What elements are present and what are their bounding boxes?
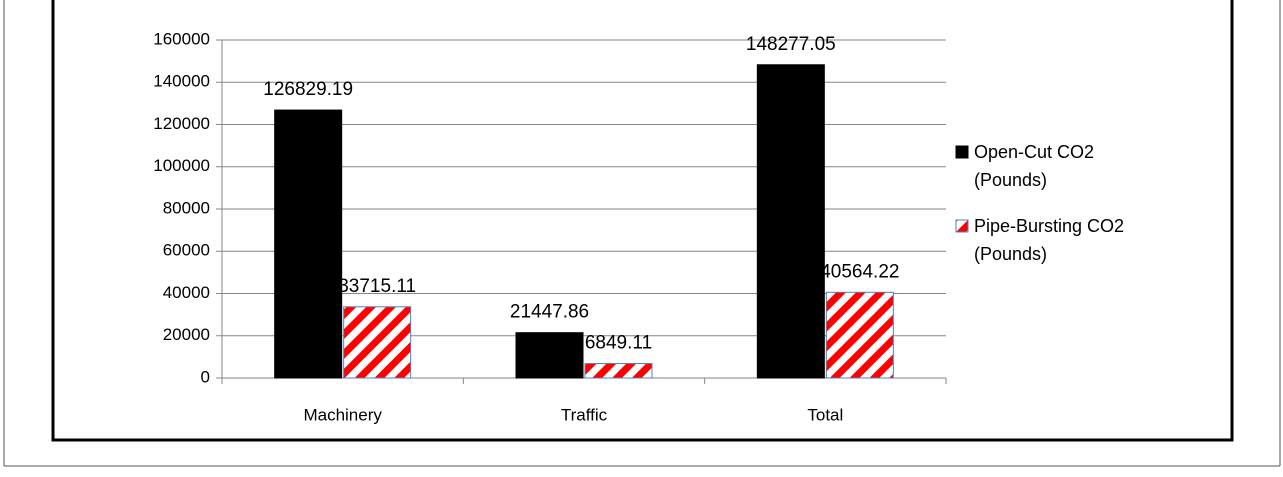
y-tick-label: 100000 [153, 156, 210, 175]
data-label: 33715.11 [338, 276, 416, 297]
data-label: 40564.22 [820, 261, 899, 282]
y-tick-label: 160000 [153, 29, 210, 48]
y-tick-label: 120000 [153, 114, 210, 133]
legend-label: Open-Cut CO2 (Pounds) [974, 142, 1095, 190]
bar [584, 363, 653, 379]
data-label: 148277.05 [746, 34, 836, 55]
y-tick-label: 20000 [163, 325, 210, 344]
legend-label: Pipe-Bursting CO2 (Pounds) [974, 216, 1125, 264]
data-label: 21447.86 [510, 302, 589, 323]
bar [825, 291, 894, 379]
data-label: 6849.11 [585, 333, 652, 354]
y-tick-label: 140000 [153, 72, 210, 91]
x-tick-label: Total [807, 405, 843, 424]
bar [343, 306, 412, 379]
chart-frame [51, 0, 1234, 442]
bar [756, 64, 825, 379]
y-tick-label: 80000 [163, 198, 210, 217]
y-tick-label: 0 [201, 367, 210, 386]
bar [274, 109, 343, 379]
data-label: 126829.19 [263, 79, 353, 100]
y-tick-label: 60000 [163, 241, 210, 260]
bar [515, 332, 584, 379]
y-tick-label: 40000 [163, 283, 210, 302]
legend-swatch [955, 145, 969, 159]
x-tick-label: Machinery [303, 405, 382, 424]
x-tick-label: Traffic [561, 405, 608, 424]
legend-swatch [955, 219, 969, 233]
